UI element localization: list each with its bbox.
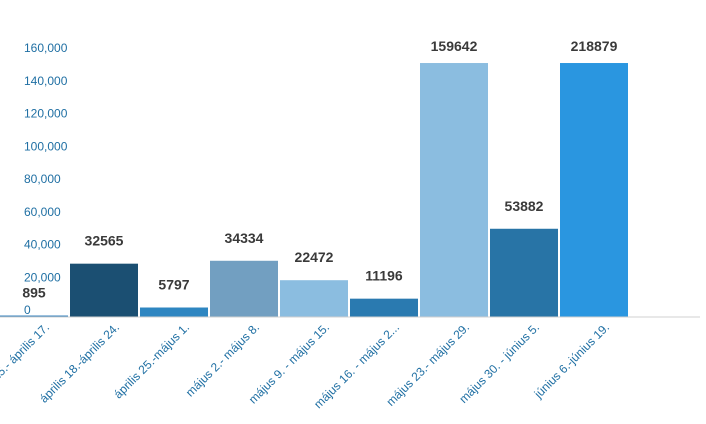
bar <box>280 280 348 317</box>
bars-group <box>0 63 628 318</box>
data-label: 22472 <box>295 249 334 265</box>
bar <box>490 228 558 317</box>
y-tick-label: 0 <box>24 303 31 317</box>
data-label: 159642 <box>431 38 478 54</box>
data-label: 895 <box>22 285 46 301</box>
y-tick-label: 100,000 <box>24 139 68 153</box>
bar <box>560 63 628 318</box>
y-tick-label: 60,000 <box>24 205 61 219</box>
y-tick-label: 160,000 <box>24 41 68 55</box>
y-tick-label: 120,000 <box>24 107 68 121</box>
x-tick-label: május 2.- május 8. <box>183 320 262 399</box>
bar <box>420 63 488 318</box>
x-tick-label: május 30. - június 5. <box>456 320 542 406</box>
x-tick-label: június 6.-június 19. <box>531 320 612 401</box>
bar <box>140 307 208 317</box>
data-label: 11196 <box>365 268 403 284</box>
y-tick-label: 40,000 <box>24 238 61 252</box>
bar <box>70 263 138 317</box>
bar <box>350 298 418 317</box>
data-label: 32565 <box>85 233 124 249</box>
y-axis: 0 20,000 40,000 60,000 80,000 100,000 120,000 1… <box>24 41 68 317</box>
x-tick-label: április 18.-április 24. <box>37 320 122 405</box>
data-label: 5797 <box>158 277 189 293</box>
data-label: 218879 <box>571 38 618 54</box>
y-tick-label: 20,000 <box>24 270 61 284</box>
x-tick-label: április 25.-május 1. <box>111 320 192 401</box>
data-label: 34334 <box>225 230 264 246</box>
x-axis: április 15.- április 17.április 18.-ápri… <box>0 316 700 411</box>
y-tick-label: 80,000 <box>24 172 61 186</box>
data-label: 53882 <box>505 198 544 214</box>
bar <box>0 315 68 317</box>
bar <box>210 260 278 317</box>
data-labels-group: 895 32565 5797 34334 22472 11196 159642 53882 21… <box>22 38 617 301</box>
y-tick-label: 140,000 <box>24 74 68 88</box>
